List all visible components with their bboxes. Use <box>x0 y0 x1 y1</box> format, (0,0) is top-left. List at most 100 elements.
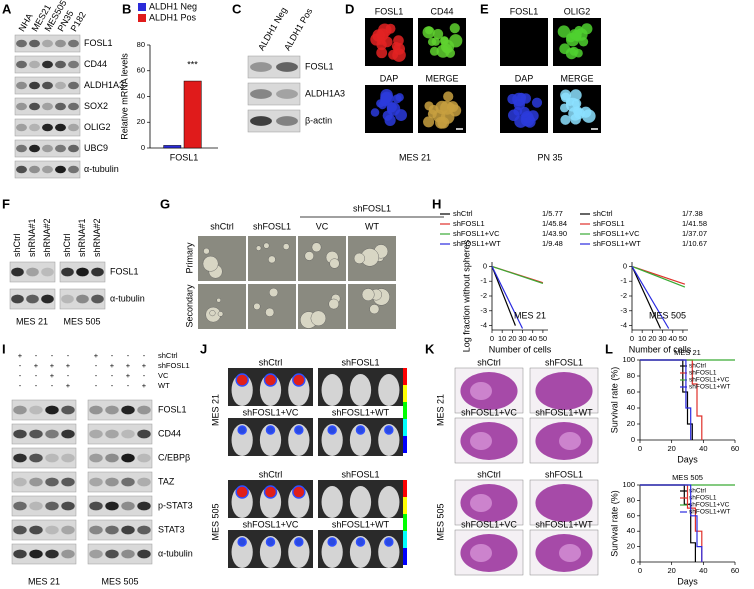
sphere <box>282 243 290 250</box>
sign: - <box>35 381 38 390</box>
blot-band <box>105 525 119 535</box>
blot <box>11 423 77 445</box>
band-label: SOX2 <box>84 101 108 111</box>
image-label: shFOSL1+WT <box>535 519 593 529</box>
blot-band <box>41 267 54 277</box>
y-tick-label: 80 <box>627 371 635 380</box>
x-axis-label: Days <box>677 454 698 464</box>
image-label: shCtrl <box>259 357 283 367</box>
blot-band <box>121 429 135 439</box>
cell <box>569 89 582 101</box>
blot <box>247 55 301 79</box>
lane-label: shRNA#1 <box>77 218 87 257</box>
sphere <box>269 287 279 298</box>
x-tick-label: 20 <box>667 444 675 453</box>
cell <box>435 116 448 129</box>
sign: - <box>127 381 130 390</box>
sign: + <box>50 361 55 370</box>
sign: - <box>35 371 38 380</box>
blot <box>87 399 153 421</box>
image-label: shFOSL1 <box>545 357 583 367</box>
legend-frequency: 1/37.07 <box>682 229 707 238</box>
blot-band <box>42 81 53 90</box>
blot-band <box>61 477 75 487</box>
legend-frequency: 1/45.84 <box>542 219 567 228</box>
blot-band <box>61 525 75 535</box>
sign: + <box>34 361 39 370</box>
x-tick-label: 30 <box>518 334 526 343</box>
signal <box>355 425 366 435</box>
condition-label: shFOSL1 <box>158 361 190 370</box>
cell <box>560 114 571 125</box>
blot <box>14 139 81 158</box>
blot-band <box>68 165 79 174</box>
blot-band <box>16 60 27 69</box>
legend-label: shFOSL1 <box>453 219 485 228</box>
group-label: MES 21 <box>16 316 48 326</box>
cell <box>520 93 532 104</box>
cell <box>435 100 449 115</box>
panel-letter: F <box>2 196 10 211</box>
blot-band <box>11 294 24 304</box>
signal <box>294 537 304 547</box>
sphere <box>216 298 221 303</box>
sign: + <box>126 371 131 380</box>
blot-band <box>68 102 79 111</box>
blot-band <box>29 60 40 69</box>
y-tick-label: 60 <box>627 387 635 396</box>
blot-band <box>61 453 75 463</box>
y-tick-label: 60 <box>137 66 145 75</box>
cell <box>568 106 582 121</box>
sphere <box>310 310 327 327</box>
blot-band <box>89 477 103 487</box>
legend-label: shCtrl <box>453 209 473 218</box>
color-scale <box>403 548 407 565</box>
signal <box>384 537 394 547</box>
blot <box>11 495 77 517</box>
sign: - <box>51 351 54 360</box>
panel-letter: H <box>432 196 441 211</box>
cell <box>574 48 583 58</box>
legend-label: shFOSL1+VC <box>593 229 640 238</box>
legend-label: shFOSL1+WT <box>689 509 730 516</box>
cell <box>395 93 404 102</box>
annotation: MES 21 <box>514 310 546 320</box>
sphere <box>203 247 210 255</box>
legend-label: shCtrl <box>689 488 707 495</box>
blot-band <box>61 405 75 415</box>
mouse <box>231 424 253 456</box>
caption: PN 35 <box>537 152 562 162</box>
panel-letter: L <box>605 341 613 356</box>
cell <box>436 44 450 58</box>
blot-band <box>121 549 135 559</box>
sign: - <box>51 381 54 390</box>
series-line <box>491 266 524 329</box>
group-label: MES 505 <box>101 576 138 586</box>
cell <box>560 92 571 103</box>
panel-letter: E <box>480 1 489 16</box>
tumor <box>470 494 492 512</box>
cell <box>423 116 435 128</box>
blot <box>14 97 81 116</box>
blot-band <box>16 39 27 48</box>
blot-band <box>16 165 27 174</box>
tumor <box>559 432 581 450</box>
mouse <box>321 374 343 406</box>
mouse <box>288 536 310 568</box>
blot <box>247 109 301 133</box>
caption: MES 21 <box>399 152 431 162</box>
blot-band <box>16 81 27 90</box>
panel-letter: B <box>122 1 131 16</box>
sign: + <box>126 361 131 370</box>
sign: + <box>142 381 147 390</box>
mouse <box>231 536 253 568</box>
blot-band <box>42 102 53 111</box>
cell <box>393 35 404 46</box>
mouse <box>349 424 372 456</box>
blot-band <box>45 549 59 559</box>
legend-frequency: 1/5.77 <box>542 209 563 218</box>
y-tick-label: 20 <box>137 117 145 126</box>
sphere <box>209 310 216 317</box>
blot-band <box>137 429 151 439</box>
band-label: STAT3 <box>158 524 185 534</box>
